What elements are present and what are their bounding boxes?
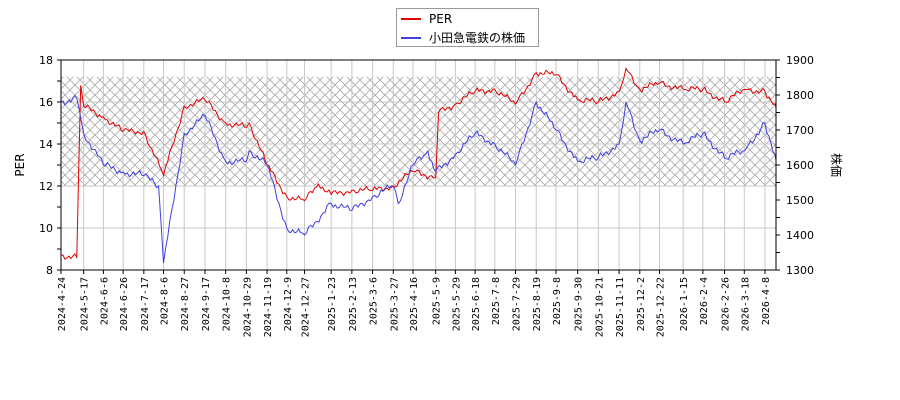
svg-text:2025-5-29: 2025-5-29 bbox=[451, 277, 462, 331]
svg-text:2024-5-17: 2024-5-17 bbox=[80, 277, 91, 331]
svg-text:2024-6-6: 2024-6-6 bbox=[99, 277, 110, 325]
svg-text:2025-1-23: 2025-1-23 bbox=[327, 277, 338, 331]
legend-item-per: PER bbox=[401, 12, 452, 26]
svg-text:2025-11-11: 2025-11-11 bbox=[615, 277, 626, 337]
left-axis: 8 10 12 14 16 18 bbox=[39, 54, 61, 277]
svg-text:2024-9-17: 2024-9-17 bbox=[201, 277, 212, 331]
svg-text:2024-8-6: 2024-8-6 bbox=[160, 277, 171, 325]
svg-text:2024-12-9: 2024-12-9 bbox=[283, 277, 294, 331]
right-axis: 1300 1400 1500 1600 1700 1800 1900 bbox=[776, 54, 814, 277]
svg-text:2025-7-8: 2025-7-8 bbox=[491, 277, 502, 325]
svg-text:2024-10-29: 2024-10-29 bbox=[242, 277, 253, 337]
svg-text:2024-6-26: 2024-6-26 bbox=[119, 277, 130, 331]
svg-text:2026-1-15: 2026-1-15 bbox=[679, 277, 690, 331]
svg-text:2026-3-18: 2026-3-18 bbox=[740, 277, 751, 331]
svg-text:2025-9-8: 2025-9-8 bbox=[552, 277, 563, 325]
series-lines bbox=[61, 67, 776, 264]
svg-text:2025-7-29: 2025-7-29 bbox=[512, 277, 523, 331]
svg-text:2024-12-27: 2024-12-27 bbox=[301, 277, 312, 337]
svg-text:2025-12-2: 2025-12-2 bbox=[636, 277, 647, 331]
legend-item-price: 小田急電鉄の株価 bbox=[401, 31, 525, 45]
svg-text:1600: 1600 bbox=[786, 159, 814, 172]
svg-text:2025-3-6: 2025-3-6 bbox=[369, 277, 380, 325]
svg-text:2026-2-4: 2026-2-4 bbox=[699, 277, 710, 325]
svg-text:2026-4-8: 2026-4-8 bbox=[761, 277, 772, 325]
legend-swatch-per bbox=[401, 18, 421, 20]
svg-text:2025-12-22: 2025-12-22 bbox=[655, 277, 666, 337]
svg-text:1700: 1700 bbox=[786, 124, 814, 137]
svg-text:2025-4-16: 2025-4-16 bbox=[409, 277, 420, 331]
svg-text:2025-2-13: 2025-2-13 bbox=[348, 277, 359, 331]
svg-text:8: 8 bbox=[46, 264, 53, 277]
svg-text:10: 10 bbox=[39, 222, 53, 235]
svg-text:2025-8-19: 2025-8-19 bbox=[532, 277, 543, 331]
svg-text:2025-5-9: 2025-5-9 bbox=[432, 277, 443, 325]
svg-text:2025-3-27: 2025-3-27 bbox=[389, 277, 400, 331]
svg-text:1800: 1800 bbox=[786, 89, 814, 102]
x-axis: 2024-4-24 2024-5-17 2024-6-6 2024-6-26 2024-… bbox=[57, 270, 772, 337]
legend: PER 小田急電鉄の株価 bbox=[396, 8, 539, 47]
svg-text:1500: 1500 bbox=[786, 194, 814, 207]
svg-text:1400: 1400 bbox=[786, 229, 814, 242]
left-axis-title: PER bbox=[13, 153, 27, 176]
shaded-band bbox=[61, 76, 776, 186]
svg-text:2025-9-30: 2025-9-30 bbox=[574, 277, 585, 331]
svg-text:2025-6-18: 2025-6-18 bbox=[471, 277, 482, 331]
right-axis-title: 株価 bbox=[829, 153, 844, 177]
svg-text:2024-8-27: 2024-8-27 bbox=[180, 277, 191, 331]
svg-text:1300: 1300 bbox=[786, 264, 814, 277]
svg-text:2025-10-21: 2025-10-21 bbox=[594, 277, 605, 337]
legend-label-per: PER bbox=[429, 12, 453, 26]
svg-text:2026-2-26: 2026-2-26 bbox=[721, 277, 732, 331]
legend-label-price: 小田急電鉄の株価 bbox=[429, 31, 526, 45]
svg-text:2024-11-19: 2024-11-19 bbox=[263, 277, 274, 337]
svg-text:18: 18 bbox=[39, 54, 53, 67]
svg-text:1900: 1900 bbox=[786, 54, 814, 67]
svg-text:16: 16 bbox=[39, 96, 53, 109]
svg-text:2024-7-17: 2024-7-17 bbox=[140, 277, 151, 331]
legend-swatch-price bbox=[401, 37, 421, 39]
svg-text:2024-4-24: 2024-4-24 bbox=[57, 277, 68, 331]
svg-text:14: 14 bbox=[39, 138, 53, 151]
svg-text:12: 12 bbox=[39, 180, 53, 193]
svg-text:2024-10-8: 2024-10-8 bbox=[222, 277, 233, 331]
